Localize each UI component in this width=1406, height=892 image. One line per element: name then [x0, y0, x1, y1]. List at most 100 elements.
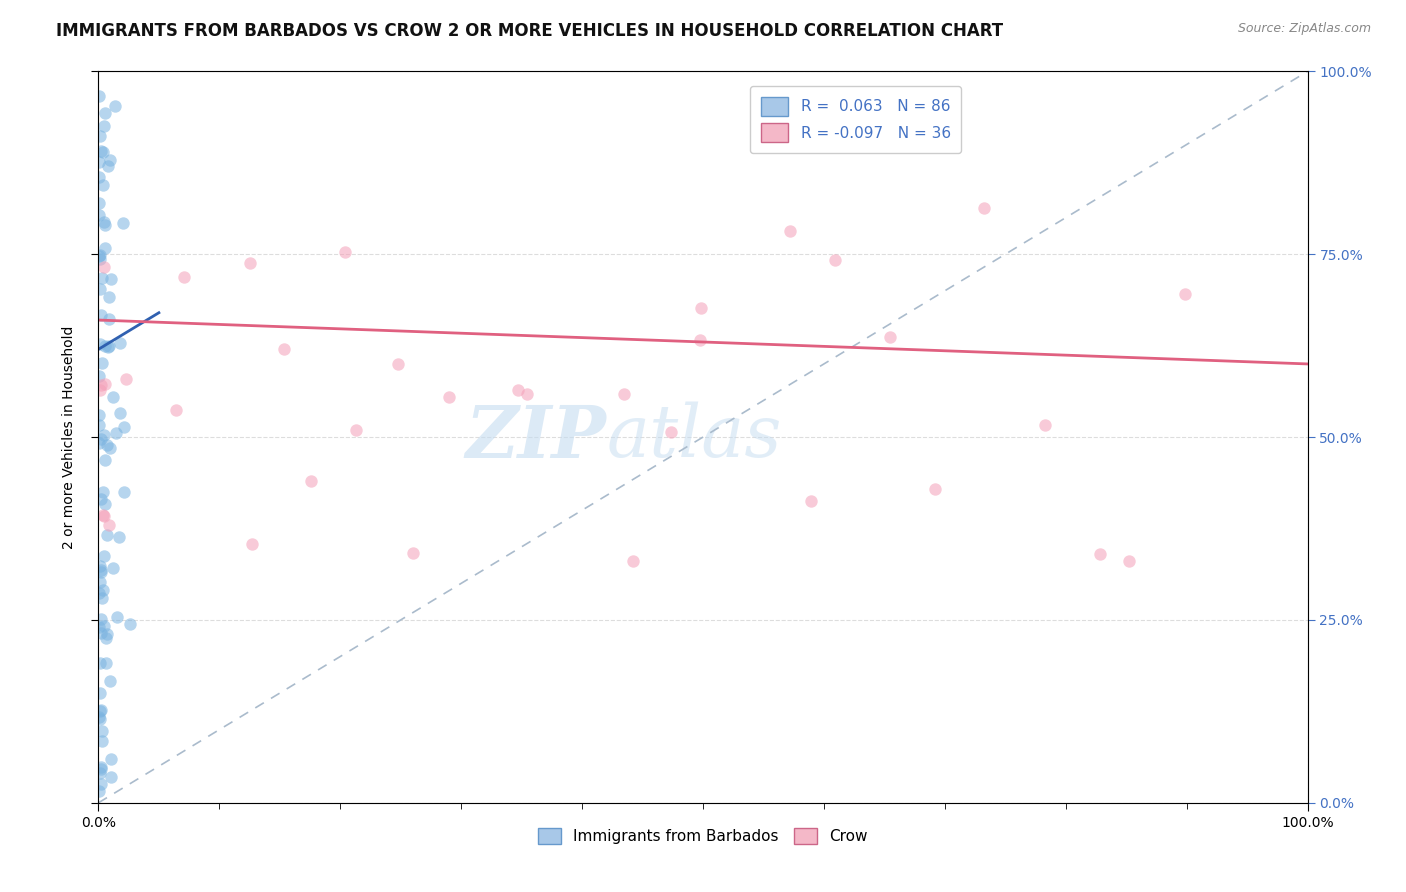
Point — [100, 771, 122, 785]
Point — [98, 339, 121, 353]
Point — [439, 390, 461, 404]
Point — [93, 178, 115, 192]
Point — [87, 249, 110, 263]
Point — [94, 339, 117, 353]
Point — [621, 554, 644, 568]
Point — [90, 308, 112, 322]
Point — [344, 423, 367, 437]
Point — [90, 591, 112, 605]
Point — [93, 618, 115, 632]
Point — [800, 494, 823, 508]
Point — [689, 334, 711, 348]
Point — [105, 610, 128, 624]
Point — [91, 508, 114, 522]
Point — [100, 153, 122, 167]
Point — [89, 248, 111, 262]
Point — [90, 612, 112, 626]
Point — [100, 272, 122, 286]
Point — [87, 369, 110, 384]
Point — [96, 627, 118, 641]
Point — [87, 170, 110, 185]
Point — [90, 566, 112, 580]
Point — [104, 99, 127, 113]
Point — [89, 656, 111, 670]
Point — [89, 704, 111, 718]
Point — [100, 752, 122, 766]
Point — [299, 474, 322, 488]
Point — [98, 441, 121, 455]
Point — [112, 420, 135, 434]
Point — [506, 384, 529, 398]
Point — [90, 762, 112, 776]
Point — [973, 201, 995, 215]
Point — [108, 406, 131, 420]
Point — [96, 631, 118, 645]
Point — [90, 724, 112, 739]
Point — [89, 383, 111, 397]
Point — [93, 260, 115, 275]
Point — [94, 656, 117, 670]
Point — [401, 546, 423, 560]
Point — [98, 674, 121, 689]
Point — [879, 330, 901, 344]
Point — [112, 485, 135, 500]
Point — [98, 290, 121, 304]
Point — [89, 252, 111, 267]
Point — [96, 527, 118, 541]
Point — [89, 337, 111, 351]
Point — [104, 426, 127, 441]
Point — [335, 244, 357, 259]
Point — [91, 356, 114, 370]
Point — [91, 485, 114, 500]
Point — [114, 372, 136, 386]
Text: ZIP: ZIP — [465, 401, 606, 473]
Point — [690, 301, 713, 315]
Point — [240, 537, 263, 551]
Point — [107, 531, 129, 545]
Point — [613, 386, 636, 401]
Point — [94, 242, 117, 256]
Point — [87, 155, 110, 169]
Point — [387, 357, 409, 371]
Point — [87, 417, 110, 432]
Point — [97, 159, 120, 173]
Point — [101, 390, 124, 404]
Text: Source: ZipAtlas.com: Source: ZipAtlas.com — [1237, 22, 1371, 36]
Point — [90, 377, 112, 392]
Point — [924, 482, 946, 496]
Point — [96, 438, 118, 452]
Point — [93, 427, 115, 442]
Point — [89, 128, 111, 143]
Point — [165, 403, 187, 417]
Point — [89, 195, 111, 210]
Point — [90, 626, 112, 640]
Point — [87, 435, 110, 450]
Point — [87, 783, 110, 797]
Point — [1035, 417, 1057, 432]
Point — [94, 453, 117, 467]
Point — [90, 432, 112, 446]
Point — [93, 215, 115, 229]
Text: IMMIGRANTS FROM BARBADOS VS CROW 2 OR MORE VEHICLES IN HOUSEHOLD CORRELATION CHA: IMMIGRANTS FROM BARBADOS VS CROW 2 OR MO… — [56, 22, 1004, 40]
Point — [89, 559, 111, 574]
Point — [91, 582, 114, 597]
Point — [659, 425, 682, 439]
Point — [90, 777, 112, 791]
Point — [93, 120, 115, 134]
Point — [101, 561, 124, 575]
Point — [91, 145, 114, 159]
Point — [779, 224, 801, 238]
Point — [89, 686, 111, 700]
Text: atlas: atlas — [606, 401, 782, 473]
Point — [87, 586, 110, 600]
Point — [173, 269, 195, 284]
Point — [98, 311, 121, 326]
Point — [87, 620, 110, 634]
Point — [93, 549, 115, 563]
Point — [94, 497, 117, 511]
Point — [90, 144, 112, 158]
Y-axis label: 2 or more Vehicles in Household: 2 or more Vehicles in Household — [62, 326, 76, 549]
Point — [89, 712, 111, 726]
Point — [89, 710, 111, 724]
Point — [93, 508, 115, 523]
